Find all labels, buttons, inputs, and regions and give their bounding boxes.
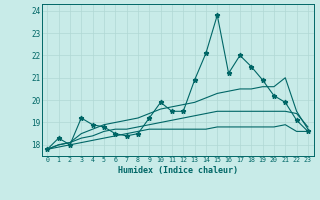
X-axis label: Humidex (Indice chaleur): Humidex (Indice chaleur) xyxy=(118,166,237,175)
